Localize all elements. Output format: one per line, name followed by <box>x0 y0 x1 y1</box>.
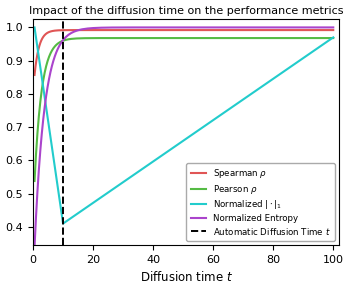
Line: Normalized $|\cdot|_1$: Normalized $|\cdot|_1$ <box>35 28 333 224</box>
Pearson $\rho$ <box>33 179 37 183</box>
Pearson $\rho$ <box>72 37 76 40</box>
Normalized Entropy <box>54 52 58 55</box>
Pearson $\rho$ <box>54 44 58 47</box>
Pearson $\rho$ <box>176 36 180 40</box>
Pearson $\rho$ <box>57 41 61 44</box>
Normalized $|\cdot|_1$ <box>57 195 61 199</box>
Normalized $|\cdot|_1$ <box>61 222 65 225</box>
Normalized $|\cdot|_1$ <box>54 172 58 175</box>
Spearman $\rho$ <box>266 28 270 32</box>
Spearman $\rho$ <box>331 28 335 32</box>
Line: Pearson $\rho$: Pearson $\rho$ <box>35 38 333 181</box>
Normalized $|\cdot|_1$ <box>331 36 335 39</box>
Spearman $\rho$ <box>72 28 76 32</box>
Normalized $|\cdot|_1$ <box>266 81 270 84</box>
Line: Spearman $\rho$: Spearman $\rho$ <box>35 30 333 75</box>
Spearman $\rho$ <box>57 28 61 32</box>
Line: Normalized Entropy: Normalized Entropy <box>35 28 333 247</box>
Spearman $\rho$ <box>217 28 221 32</box>
Pearson $\rho$ <box>263 36 267 40</box>
Normalized $|\cdot|_1$ <box>75 212 79 216</box>
Normalized Entropy <box>72 30 76 33</box>
Normalized $|\cdot|_1$ <box>33 26 37 29</box>
Pearson $\rho$ <box>296 36 300 40</box>
Normalized Entropy <box>176 26 180 29</box>
Normalized Entropy <box>33 245 37 249</box>
Title: Impact of the diffusion time on the performance metrics: Impact of the diffusion time on the perf… <box>29 6 343 16</box>
Pearson $\rho$ <box>331 36 335 40</box>
Normalized $|\cdot|_1$ <box>217 115 221 118</box>
Spearman $\rho$ <box>33 73 37 77</box>
Pearson $\rho$ <box>214 36 218 40</box>
Normalized Entropy <box>331 26 335 29</box>
Spearman $\rho$ <box>197 28 202 32</box>
Normalized Entropy <box>57 44 61 48</box>
Spearman $\rho$ <box>54 29 58 32</box>
Legend: Spearman $\rho$, Pearson $\rho$, Normalized $|\cdot|_1$, Normalized Entropy, Aut: Spearman $\rho$, Pearson $\rho$, Normali… <box>186 163 335 241</box>
Spearman $\rho$ <box>176 28 180 32</box>
Normalized $|\cdot|_1$ <box>178 141 182 144</box>
X-axis label: Diffusion time $t$: Diffusion time $t$ <box>140 271 233 284</box>
Normalized Entropy <box>214 26 218 29</box>
Normalized Entropy <box>263 26 267 29</box>
